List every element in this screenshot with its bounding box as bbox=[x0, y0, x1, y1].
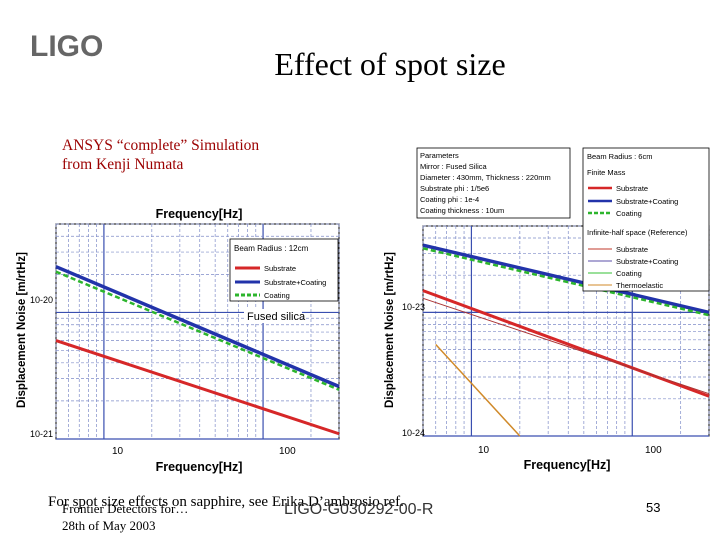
ligo-logo: LIGO bbox=[30, 30, 103, 62]
parameters-line-3: Substrate phi : 1/5e6 bbox=[420, 184, 489, 193]
left-xtick-10: 10 bbox=[112, 446, 124, 457]
right-series-substrate-half-space- bbox=[422, 297, 710, 395]
right-parameters-box bbox=[416, 147, 571, 219]
parameters-line-2: Diameter : 430mm, Thickness : 220mm bbox=[420, 173, 551, 182]
footer-left: Frontier Detectors for… 28th of May 2003 bbox=[62, 500, 188, 534]
parameters-line-1: Mirror : Fused Silica bbox=[420, 162, 488, 171]
parameters-title: Parameters bbox=[420, 151, 459, 160]
left-series-substrate-coating bbox=[55, 265, 340, 389]
right-legend-g1-substrate-coating: Substrate+Coating bbox=[616, 197, 678, 206]
ligo-logo-text: LIGO bbox=[30, 30, 103, 62]
right-xtick-100: 100 bbox=[645, 445, 662, 456]
right-series-substrate-coating bbox=[422, 243, 710, 315]
right-ytick-high: 10-23 bbox=[402, 302, 425, 312]
right-legend-g1-substrate: Substrate bbox=[616, 184, 648, 193]
chart-left: Frequency[Hz] Beam Radius : 12cm Substra… bbox=[16, 207, 340, 474]
spot-size-note: For spot size effects on sapphire, see E… bbox=[48, 494, 404, 510]
right-legend-title: Beam Radius : 6cm bbox=[587, 152, 652, 161]
left-ytick-low: 10-21 bbox=[30, 429, 53, 439]
right-series-thermoelastic bbox=[435, 343, 521, 437]
left-y-axis-label: Displacement Noise [m/rtHz] bbox=[16, 252, 28, 408]
right-grid bbox=[422, 225, 710, 437]
page-number: 53 bbox=[646, 500, 661, 515]
right-series bbox=[422, 243, 710, 437]
ansys-line-1: ANSYS “complete” Simulation bbox=[62, 137, 260, 154]
footer-date: 28th of May 2003 bbox=[62, 518, 156, 533]
left-legend-title: Beam Radius : 12cm bbox=[234, 244, 309, 253]
right-legend-g2-coating: Coating bbox=[616, 269, 642, 278]
page-title: Effect of spot size bbox=[274, 46, 506, 82]
ansys-line-2: from Kenji Numata bbox=[62, 156, 184, 173]
right-series-substrate-finite- bbox=[422, 289, 710, 398]
fused-silica-label-bg bbox=[244, 309, 302, 323]
left-series-substrate bbox=[55, 339, 340, 436]
left-legend-coating: Coating bbox=[264, 291, 290, 300]
fused-silica-label: Fused silica bbox=[247, 311, 306, 323]
right-ytick-low: 10-24 bbox=[402, 428, 425, 438]
right-x-axis-label: Frequency[Hz] bbox=[524, 458, 611, 472]
right-xtick-10: 10 bbox=[478, 445, 490, 456]
parameters-line-5: Coating thickness : 10um bbox=[420, 206, 504, 215]
right-legend-group1-title: Finite Mass bbox=[587, 168, 626, 177]
right-legend-g2-substrate: Substrate bbox=[616, 245, 648, 254]
footer-conference: Frontier Detectors for… bbox=[62, 501, 189, 516]
left-x-axis-label: Frequency[Hz] bbox=[156, 460, 243, 474]
right-legend-group2-title: Infinite-half space (Reference) bbox=[587, 228, 688, 237]
left-ytick-high: 10-20 bbox=[30, 295, 53, 305]
right-legend-g1-coating: Coating bbox=[616, 209, 642, 218]
document-id: LIGO-G030292-00-R bbox=[284, 501, 434, 518]
right-y-axis-label: Displacement Noise [m/rtHz] bbox=[384, 252, 396, 408]
right-legend-g2-thermoelastic: Thermoelastic bbox=[616, 281, 663, 290]
left-xtick-100: 100 bbox=[279, 446, 296, 457]
right-legend bbox=[582, 147, 710, 292]
chart-right: Parameters Mirror : Fused Silica Diamete… bbox=[384, 147, 710, 472]
right-series-coating bbox=[422, 247, 710, 317]
left-series bbox=[55, 265, 340, 436]
ansys-caption: ANSYS “complete” Simulation from Kenji N… bbox=[62, 136, 259, 174]
right-legend-g2-substrate-coating: Substrate+Coating bbox=[616, 257, 678, 266]
parameters-line-4: Coating phi : 1e-4 bbox=[420, 195, 479, 204]
left-legend bbox=[229, 238, 339, 302]
left-series-coating bbox=[55, 270, 340, 391]
left-legend-substrate: Substrate bbox=[264, 264, 296, 273]
left-legend-substrate-coating: Substrate+Coating bbox=[264, 278, 326, 287]
left-top-axis-title: Frequency[Hz] bbox=[156, 207, 243, 221]
